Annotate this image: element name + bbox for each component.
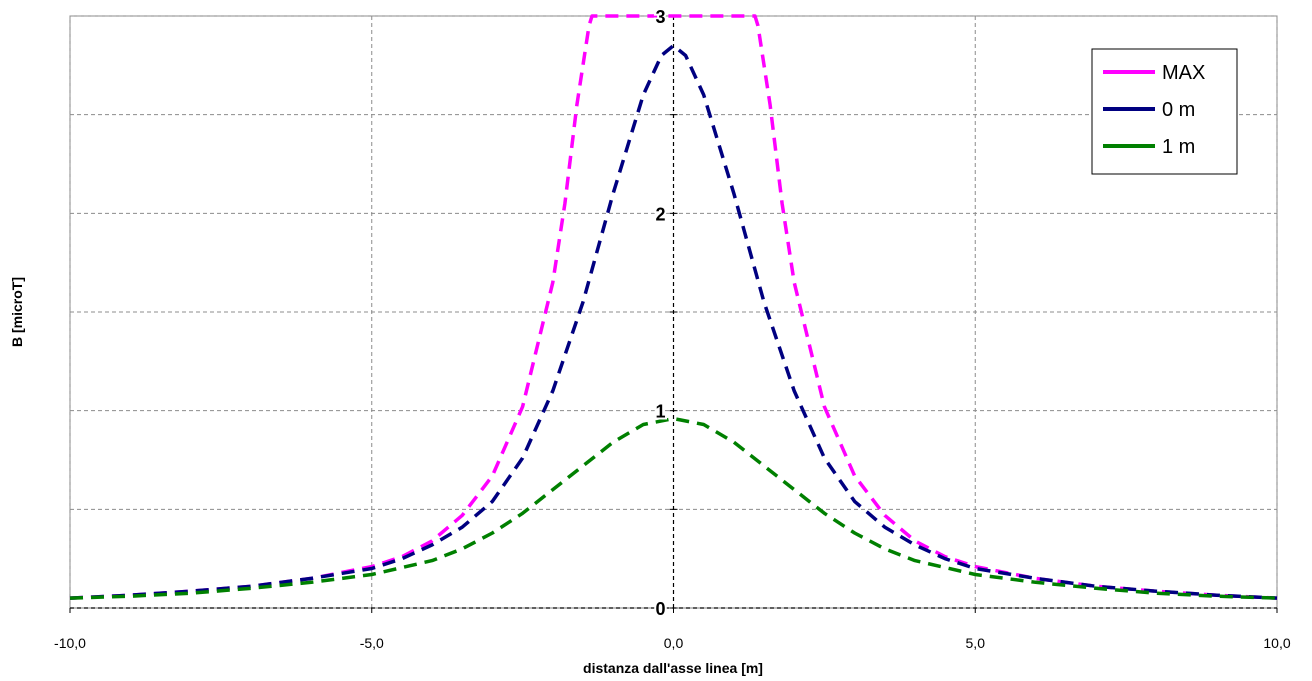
series-line-1 (69, 43, 1278, 600)
legend-label: 1 m (1162, 136, 1195, 158)
y-tick-label: 3 (655, 7, 665, 27)
y-tick-label: 2 (655, 204, 665, 224)
legend: MAX 0 m 1 m (1091, 48, 1238, 175)
legend-label: 0 m (1162, 99, 1195, 121)
y-tick-label: 0 (655, 599, 665, 619)
x-tick-label: 5,0 (966, 635, 986, 651)
tick-labels: -10,0 -5,0 0,0 5,0 10,0 0 1 2 3 (54, 5, 1291, 651)
y-tick-label: 1 (655, 402, 665, 422)
legend-label: MAX (1162, 62, 1205, 84)
x-tick-label: -10,0 (54, 635, 86, 651)
legend-items: MAX 0 m 1 m (1103, 62, 1205, 158)
series-layer (69, 14, 1278, 600)
axes (69, 15, 1278, 613)
x-tick-label: 10,0 (1263, 635, 1290, 651)
series-line-0 (69, 14, 1278, 600)
y-axis-title: B [microT] (9, 277, 25, 347)
x-tick-label: -5,0 (360, 635, 384, 651)
x-tick-label: 0,0 (664, 635, 684, 651)
legend-box (1091, 48, 1238, 175)
series-line-2 (69, 416, 1278, 600)
x-axis-title: distanza dall'asse linea [m] (583, 660, 763, 676)
